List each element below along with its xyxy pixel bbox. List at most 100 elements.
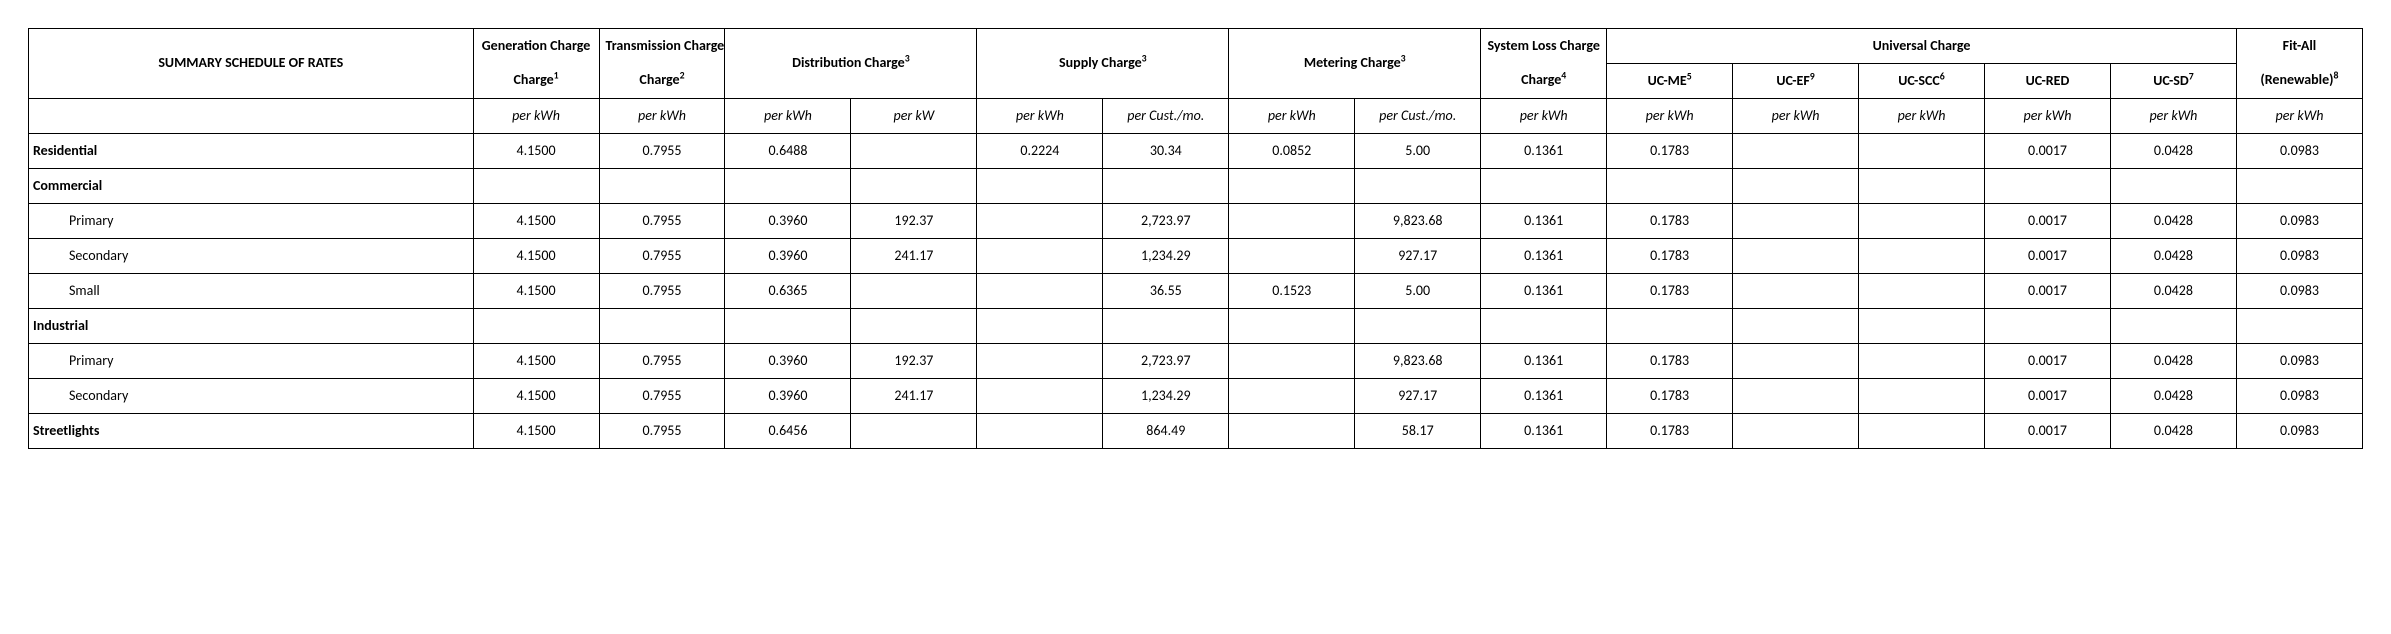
header-generation-label: Generation Charge [482, 37, 591, 54]
cell-value: 9,823.68 [1355, 344, 1481, 379]
cell-value: 5.00 [1355, 134, 1481, 169]
cell-value: 0.7955 [599, 204, 725, 239]
row-label: Streetlights [29, 414, 474, 449]
cell-value: 0.7955 [599, 134, 725, 169]
header-distribution-label: Distribution Charge [792, 54, 905, 71]
unit-uc-me: per kWh [1607, 99, 1733, 134]
cell-value: 0.3960 [725, 204, 851, 239]
rates-table: SUMMARY SCHEDULE OF RATES Generation Cha… [28, 28, 2363, 449]
table-header: SUMMARY SCHEDULE OF RATES Generation Cha… [29, 29, 2363, 134]
cell-value [1229, 204, 1355, 239]
cell-value [1985, 169, 2111, 204]
cell-value [1859, 204, 1985, 239]
row-label: Small [29, 274, 474, 309]
cell-value [1229, 414, 1355, 449]
cell-value: 0.1361 [1481, 274, 1607, 309]
cell-value: 0.1783 [1607, 379, 1733, 414]
table-row: Secondary4.15000.79550.3960241.171,234.2… [29, 239, 2363, 274]
cell-value: 0.1783 [1607, 274, 1733, 309]
header-metering-label: Metering Charge [1304, 54, 1401, 71]
cell-value [473, 309, 599, 344]
cell-value [1103, 169, 1229, 204]
unit-uc-red: per kWh [1985, 99, 2111, 134]
row-label: Primary [29, 344, 474, 379]
cell-value: 0.0983 [2236, 414, 2362, 449]
cell-value: 0.6488 [725, 134, 851, 169]
cell-value [1733, 134, 1859, 169]
cell-value: 0.0983 [2236, 379, 2362, 414]
cell-value [1859, 344, 1985, 379]
cell-value: 0.1361 [1481, 344, 1607, 379]
cell-value [1229, 379, 1355, 414]
cell-value [1355, 309, 1481, 344]
table-row: Secondary4.15000.79550.3960241.171,234.2… [29, 379, 2363, 414]
header-uc-red: UC-RED [1985, 64, 2111, 99]
cell-value [1733, 344, 1859, 379]
table-body: Residential4.15000.79550.64880.222430.34… [29, 134, 2363, 449]
cell-value [1229, 169, 1355, 204]
cell-value [1229, 344, 1355, 379]
cell-value [1733, 204, 1859, 239]
header-uc-ef-sup: 9 [1810, 70, 1815, 82]
cell-value [599, 309, 725, 344]
header-supply-label: Supply Charge [1059, 54, 1142, 71]
cell-value: 0.1783 [1607, 204, 1733, 239]
cell-value: 0.0017 [1985, 379, 2111, 414]
unit-transmission: per kWh [599, 99, 725, 134]
cell-value: 0.1783 [1607, 239, 1733, 274]
cell-value [725, 169, 851, 204]
cell-value: 4.1500 [473, 274, 599, 309]
header-universal: Universal Charge [1607, 29, 2237, 64]
header-systemloss: System Loss Charge [1481, 29, 1607, 64]
header-uc-me: UC-ME5 [1607, 64, 1733, 99]
cell-value [1733, 379, 1859, 414]
cell-value: 192.37 [851, 344, 977, 379]
table-row: Primary4.15000.79550.3960192.372,723.979… [29, 204, 2363, 239]
cell-value: 0.3960 [725, 379, 851, 414]
cell-value [1481, 169, 1607, 204]
cell-value [2236, 309, 2362, 344]
header-transmission-label: Transmission Charge [606, 37, 725, 54]
unit-metering-kwh: per kWh [1229, 99, 1355, 134]
cell-value [851, 134, 977, 169]
header-generation: Generation Charge [473, 29, 599, 64]
cell-value: 4.1500 [473, 414, 599, 449]
cell-value: 58.17 [1355, 414, 1481, 449]
cell-value: 4.1500 [473, 379, 599, 414]
cell-value [1985, 309, 2111, 344]
cell-value: 0.7955 [599, 379, 725, 414]
cell-value: 0.7955 [599, 274, 725, 309]
header-supply-sup: 3 [1142, 52, 1147, 64]
unit-supply-kwh: per kWh [977, 99, 1103, 134]
cell-value: 0.0017 [1985, 344, 2111, 379]
cell-value [977, 239, 1103, 274]
header-supply: Supply Charge3 [977, 29, 1229, 99]
header-systemloss-sub: Charge4 [1481, 64, 1607, 99]
cell-value: 4.1500 [473, 134, 599, 169]
cell-value: 864.49 [1103, 414, 1229, 449]
cell-value: 5.00 [1355, 274, 1481, 309]
cell-value: 0.0428 [2110, 239, 2236, 274]
cell-value [1859, 414, 1985, 449]
cell-value: 927.17 [1355, 379, 1481, 414]
cell-value [1733, 414, 1859, 449]
cell-value: 241.17 [851, 239, 977, 274]
unit-uc-ef: per kWh [1733, 99, 1859, 134]
cell-value [1355, 169, 1481, 204]
cell-value: 0.0428 [2110, 344, 2236, 379]
cell-value: 1,234.29 [1103, 239, 1229, 274]
cell-value: 0.0983 [2236, 239, 2362, 274]
unit-uc-scc: per kWh [1859, 99, 1985, 134]
cell-value [977, 309, 1103, 344]
cell-value [851, 309, 977, 344]
cell-value: 0.1361 [1481, 414, 1607, 449]
cell-value [2110, 169, 2236, 204]
cell-value: 0.0428 [2110, 379, 2236, 414]
cell-value [1229, 239, 1355, 274]
header-uc-me-label: UC-ME [1648, 72, 1687, 89]
unit-fitall: per kWh [2236, 99, 2362, 134]
header-generation-sub: Charge1 [473, 64, 599, 99]
cell-value [473, 169, 599, 204]
header-title: SUMMARY SCHEDULE OF RATES [29, 29, 474, 99]
table-row: Industrial [29, 309, 2363, 344]
